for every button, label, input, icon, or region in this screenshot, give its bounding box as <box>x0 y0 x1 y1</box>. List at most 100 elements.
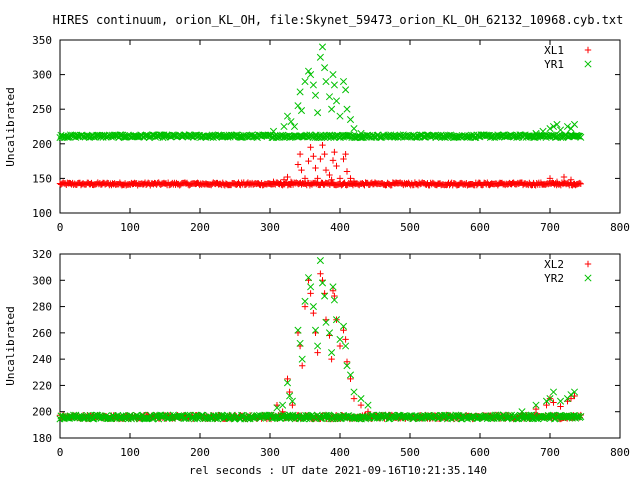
data-point <box>542 397 551 405</box>
baseline-point <box>224 133 232 141</box>
data-point <box>340 327 347 334</box>
data-point <box>546 175 554 182</box>
data-point <box>309 303 317 311</box>
data-point <box>342 336 349 343</box>
baseline-point <box>386 415 394 423</box>
x-tick-label: 100 <box>120 446 140 459</box>
data-point <box>273 404 281 412</box>
data-point <box>546 125 554 133</box>
x-tick-label: 400 <box>330 446 350 459</box>
data-point <box>553 120 561 128</box>
data-point <box>325 329 334 337</box>
x-tick-label: 300 <box>260 221 280 234</box>
baseline-point <box>281 412 289 421</box>
y-tick-label: 180 <box>32 432 52 445</box>
x-tick-label: 600 <box>470 446 490 459</box>
x-tick-label: 800 <box>610 446 630 459</box>
x-tick-label: 100 <box>120 221 140 234</box>
data-point <box>296 339 304 347</box>
data-point <box>328 355 335 363</box>
data-point <box>332 97 341 105</box>
bottom-y-axis-label: Uncalibrated <box>4 306 17 385</box>
baseline-point <box>127 415 135 423</box>
data-point <box>312 164 319 172</box>
data-point <box>280 122 288 131</box>
data-point <box>298 166 305 174</box>
y-tick-label: 260 <box>32 327 52 340</box>
data-point <box>321 64 329 72</box>
data-point <box>333 162 340 170</box>
data-point <box>570 388 579 396</box>
x-tick-label: 200 <box>190 446 210 459</box>
data-point <box>328 349 336 357</box>
baseline-point <box>577 180 584 188</box>
x-tick-label: 0 <box>57 221 64 234</box>
x-tick-label: 600 <box>470 221 490 234</box>
data-point <box>328 176 335 183</box>
data-point <box>317 155 324 163</box>
data-point <box>279 401 287 409</box>
x-axis-label: rel seconds : UT date 2021-09-16T10:21:3… <box>189 464 487 477</box>
data-point <box>284 173 291 181</box>
baseline-point <box>82 413 90 421</box>
baseline-point <box>441 133 449 142</box>
data-point <box>314 349 321 356</box>
data-point <box>339 322 348 330</box>
data-point <box>284 375 291 383</box>
bottom-tick-group: 0 100 200 300 400 500 600 700 800 180 200 220 240 260… <box>32 248 630 459</box>
data-point <box>301 297 309 305</box>
data-point <box>294 326 302 334</box>
data-point <box>296 150 304 158</box>
data-point <box>301 77 309 86</box>
data-point <box>570 120 579 128</box>
data-point <box>321 150 328 158</box>
baseline-point <box>575 132 583 140</box>
data-point <box>556 126 565 134</box>
data-point <box>342 150 349 158</box>
data-point <box>307 144 314 151</box>
data-point <box>364 408 372 415</box>
data-point <box>322 318 330 326</box>
data-point <box>343 168 351 175</box>
legend-label: YR1 <box>544 58 564 71</box>
data-point <box>549 122 558 131</box>
data-point <box>336 112 344 120</box>
data-point <box>322 166 330 174</box>
data-point <box>567 176 575 183</box>
data-point <box>357 129 365 137</box>
data-point <box>294 102 302 110</box>
baseline-point <box>444 131 453 140</box>
data-point <box>288 397 296 405</box>
data-point <box>304 67 313 75</box>
data-point <box>556 397 565 405</box>
data-point <box>328 105 336 113</box>
data-point <box>287 178 295 186</box>
data-point <box>304 274 313 282</box>
baseline-point <box>248 413 256 421</box>
data-point <box>321 292 329 300</box>
data-point <box>549 388 558 396</box>
x-tick-label: 500 <box>400 446 420 459</box>
top-y-axis-label: Uncalibrated <box>4 87 17 166</box>
data-point <box>350 388 358 396</box>
data-point <box>314 342 322 350</box>
data-point <box>329 71 337 79</box>
data-point <box>316 53 324 61</box>
data-point <box>336 175 344 182</box>
y-tick-label: 280 <box>32 301 52 314</box>
data-point <box>311 326 320 334</box>
data-point <box>364 401 372 409</box>
baseline-point <box>402 413 411 421</box>
data-point <box>317 270 324 277</box>
data-point <box>571 180 578 188</box>
data-point <box>314 175 321 182</box>
data-point <box>311 91 320 99</box>
chart-title: HIRES continuum, orion_KL_OH, file:Skyne… <box>53 13 624 27</box>
data-point <box>350 177 358 185</box>
x-tick-label: 0 <box>57 446 64 459</box>
data-point <box>322 77 330 86</box>
data-point <box>301 175 309 182</box>
data-point <box>329 283 337 291</box>
x-tick-label: 700 <box>540 221 560 234</box>
